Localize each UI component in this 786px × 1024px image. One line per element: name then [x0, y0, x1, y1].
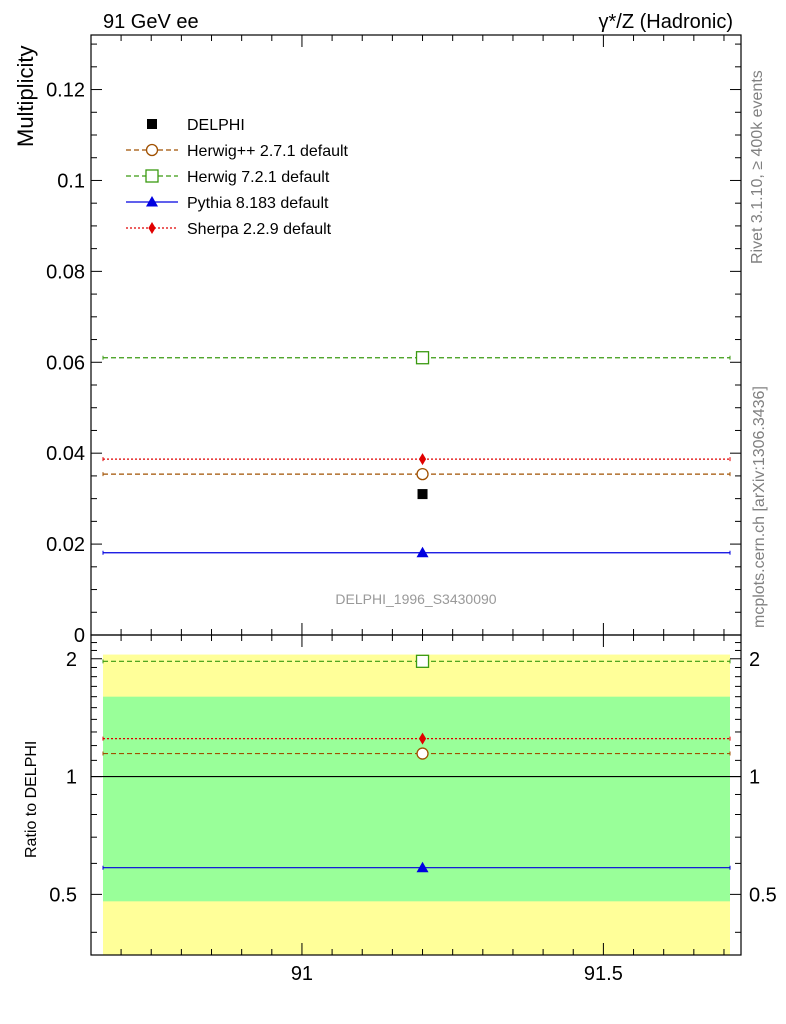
y-tick-label-4: 0.08 — [46, 261, 85, 283]
ratio-y-tick-label-right-1: 1 — [749, 767, 760, 789]
legend-label-3: Pythia 8.183 default — [187, 195, 329, 212]
ratio-y-tick-label-right-2: 2 — [749, 649, 760, 671]
legend-label-0: DELPHI — [187, 117, 245, 134]
legend-label-2: Herwig 7.2.1 default — [187, 169, 330, 186]
uncertainty-band-1 — [103, 696, 730, 902]
mc-point-1 — [415, 351, 430, 365]
legend-marker-1 — [145, 143, 159, 157]
main-y-axis-label: Multiplicity — [13, 46, 38, 147]
mc-point-3 — [418, 453, 427, 466]
mcplots-label: mcplots.cern.ch [arXiv:1306.3436] — [751, 386, 768, 628]
ratio-y-tick-label-left-1: 1 — [66, 767, 77, 789]
ratio-y-axis-label: Ratio to DELPHI — [23, 741, 40, 858]
legend-label-4: Sherpa 2.2.9 default — [187, 221, 332, 238]
ratio-frame — [90, 634, 742, 956]
ratio-y-tick-label-right-0: 0.5 — [749, 884, 777, 906]
y-tick-label-1: 0.02 — [46, 534, 85, 556]
x-tick-label-0: 91 — [291, 963, 313, 985]
header-left: 91 GeV ee — [103, 11, 199, 33]
rivet-label: Rivet 3.1.10, ≥ 400k events — [749, 70, 766, 264]
y-tick-label-2: 0.04 — [46, 443, 85, 465]
ratio-y-tick-label-left-2: 2 — [66, 649, 77, 671]
ratio-point-2 — [416, 861, 429, 873]
header-right: γ*/Z (Hadronic) — [599, 11, 733, 33]
mc-point-2 — [416, 546, 429, 558]
y-tick-label-5: 0.1 — [57, 170, 85, 192]
legend-marker-4 — [148, 222, 156, 234]
x-tick-label-1: 91.5 — [584, 963, 623, 985]
data-point — [417, 489, 428, 500]
y-tick-label-6: 0.12 — [46, 80, 85, 102]
legend-marker-0 — [147, 119, 157, 129]
legend-marker-3 — [146, 196, 158, 207]
ratio-point-3 — [418, 732, 427, 745]
y-tick-label-0: 0 — [74, 625, 85, 647]
legend: DELPHI Herwig++ 2.7.1 default Herwig 7.2.1… — [126, 117, 349, 238]
y-tick-label-3: 0.06 — [46, 352, 85, 374]
main-panel: 0 0.02 0.04 0.06 0.08 0.1 0.12 DELPHI Herwig++ … — [13, 34, 742, 647]
ratio-y-tick-label-left-0: 0.5 — [49, 884, 77, 906]
ratio-panel: 0.5 0.5 1 1 2 2 91 91.5 Ratio to DELPHI — [23, 634, 777, 985]
legend-marker-2 — [145, 169, 159, 183]
ratio-point-1 — [415, 654, 430, 668]
ratio-point-0 — [416, 747, 429, 760]
analysis-label: DELPHI_1996_S3430090 — [335, 591, 496, 607]
legend-label-1: Herwig++ 2.7.1 default — [187, 143, 349, 160]
mc-point-0 — [416, 467, 429, 481]
